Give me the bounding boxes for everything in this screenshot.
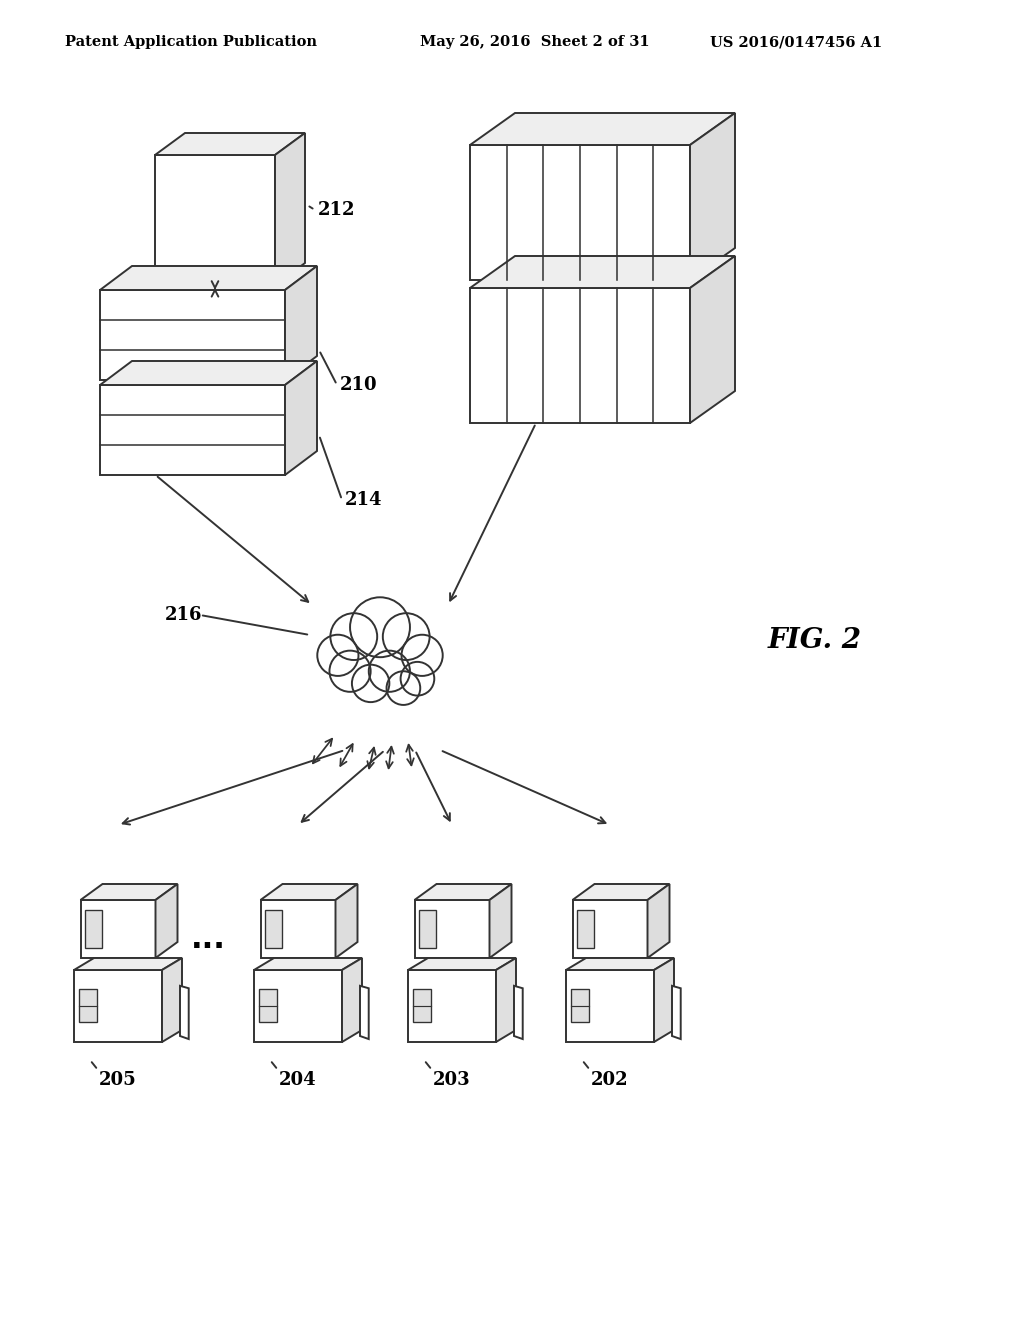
Polygon shape bbox=[100, 360, 317, 385]
Polygon shape bbox=[180, 986, 188, 1039]
Polygon shape bbox=[572, 884, 670, 900]
Text: 203: 203 bbox=[433, 1071, 471, 1089]
Text: 205: 205 bbox=[99, 1071, 137, 1089]
Polygon shape bbox=[489, 884, 512, 958]
Polygon shape bbox=[566, 970, 654, 1041]
Polygon shape bbox=[74, 970, 162, 1041]
Polygon shape bbox=[336, 884, 357, 958]
Text: 204: 204 bbox=[280, 1071, 316, 1089]
Polygon shape bbox=[566, 958, 674, 970]
Polygon shape bbox=[285, 360, 317, 475]
Polygon shape bbox=[572, 900, 647, 958]
Polygon shape bbox=[342, 958, 362, 1041]
Polygon shape bbox=[100, 290, 285, 380]
Polygon shape bbox=[74, 958, 182, 970]
Text: Patent Application Publication: Patent Application Publication bbox=[65, 36, 317, 49]
Polygon shape bbox=[470, 114, 735, 145]
Polygon shape bbox=[647, 884, 670, 958]
Circle shape bbox=[317, 635, 358, 676]
Circle shape bbox=[330, 651, 371, 692]
Polygon shape bbox=[577, 909, 594, 948]
Polygon shape bbox=[470, 288, 690, 422]
Polygon shape bbox=[408, 958, 516, 970]
Polygon shape bbox=[672, 986, 681, 1039]
Polygon shape bbox=[254, 958, 362, 970]
Polygon shape bbox=[496, 958, 516, 1041]
Circle shape bbox=[352, 665, 389, 702]
Polygon shape bbox=[265, 909, 282, 948]
Circle shape bbox=[331, 614, 377, 660]
Polygon shape bbox=[254, 970, 342, 1041]
Polygon shape bbox=[470, 145, 690, 280]
Polygon shape bbox=[156, 884, 177, 958]
Polygon shape bbox=[162, 958, 182, 1041]
Text: 212: 212 bbox=[318, 201, 355, 219]
Text: US 2016/0147456 A1: US 2016/0147456 A1 bbox=[710, 36, 883, 49]
Polygon shape bbox=[285, 267, 317, 380]
Polygon shape bbox=[155, 154, 275, 285]
Polygon shape bbox=[275, 133, 305, 285]
Polygon shape bbox=[654, 958, 674, 1041]
Text: May 26, 2016  Sheet 2 of 31: May 26, 2016 Sheet 2 of 31 bbox=[420, 36, 649, 49]
Text: FIG. 2: FIG. 2 bbox=[768, 627, 862, 653]
Polygon shape bbox=[81, 884, 177, 900]
Polygon shape bbox=[81, 900, 156, 958]
Circle shape bbox=[401, 635, 442, 676]
Text: 216: 216 bbox=[165, 606, 203, 624]
Circle shape bbox=[400, 661, 434, 696]
Polygon shape bbox=[100, 267, 317, 290]
Polygon shape bbox=[414, 990, 431, 1022]
Text: 214: 214 bbox=[345, 491, 383, 510]
Polygon shape bbox=[690, 256, 735, 422]
Polygon shape bbox=[415, 900, 489, 958]
Circle shape bbox=[386, 672, 420, 705]
Polygon shape bbox=[85, 909, 101, 948]
Text: ...: ... bbox=[190, 925, 225, 954]
Polygon shape bbox=[79, 990, 97, 1022]
Polygon shape bbox=[470, 256, 735, 288]
Circle shape bbox=[383, 614, 430, 660]
Polygon shape bbox=[259, 990, 276, 1022]
Polygon shape bbox=[408, 970, 496, 1041]
Text: 202: 202 bbox=[591, 1071, 629, 1089]
Polygon shape bbox=[155, 133, 305, 154]
Circle shape bbox=[369, 651, 410, 692]
Circle shape bbox=[350, 597, 410, 657]
Polygon shape bbox=[260, 884, 357, 900]
Polygon shape bbox=[100, 385, 285, 475]
Polygon shape bbox=[690, 114, 735, 280]
Polygon shape bbox=[260, 900, 336, 958]
Polygon shape bbox=[571, 990, 589, 1022]
Polygon shape bbox=[415, 884, 512, 900]
Polygon shape bbox=[514, 986, 522, 1039]
Polygon shape bbox=[419, 909, 435, 948]
Text: 210: 210 bbox=[340, 376, 378, 393]
Polygon shape bbox=[360, 986, 369, 1039]
